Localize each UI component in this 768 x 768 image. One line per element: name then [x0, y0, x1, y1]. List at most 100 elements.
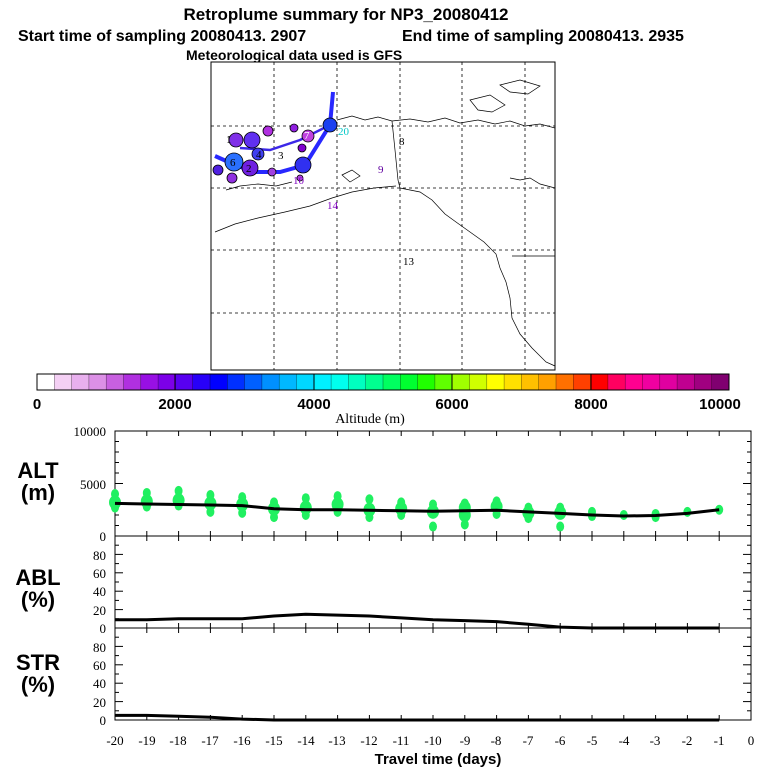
colorbar-tick-label: 4000	[297, 396, 330, 413]
plume-cluster-markers	[212, 117, 338, 184]
colorbar-cells	[37, 374, 730, 390]
x-tick-label: -19	[138, 733, 155, 748]
alt-scatter-point	[715, 504, 724, 515]
colorbar-cell	[244, 374, 263, 390]
alt-median-line	[114, 501, 720, 518]
colorbar-cell	[158, 374, 176, 390]
colorbar-cell	[175, 374, 193, 390]
cluster-marker	[294, 156, 312, 174]
colorbar: 0 2000 4000 6000 8000 10000 Altitude (m)	[33, 373, 741, 427]
cluster-marker	[296, 174, 304, 182]
str-ytick: 80	[93, 640, 106, 655]
x-tick-label: -15	[265, 733, 282, 748]
colorbar-cell	[227, 374, 245, 390]
cluster-marker	[228, 132, 244, 148]
colorbar-cell	[452, 374, 470, 390]
x-tick-label: -14	[297, 733, 315, 748]
series-lines	[114, 501, 720, 722]
abl-ytick: 40	[93, 584, 106, 599]
colorbar-cell	[88, 374, 107, 390]
x-tick-label: -4	[619, 733, 630, 748]
str-ytick: 0	[100, 713, 107, 728]
colorbar-cell	[607, 374, 626, 390]
map-label: 10	[293, 175, 305, 187]
x-tick-label: -11	[393, 733, 410, 748]
alt-label-line2: (m)	[21, 480, 55, 505]
alt-scatter-point	[331, 497, 344, 512]
map-label: 9	[378, 164, 384, 176]
cluster-marker	[251, 147, 265, 161]
colorbar-cell	[711, 374, 730, 390]
colorbar-cell	[400, 374, 418, 390]
colorbar-cell	[140, 374, 159, 390]
alt-scatter-points	[109, 485, 724, 532]
abl-ytick: 20	[93, 603, 106, 618]
start-time-label: Start time of sampling 20080413. 2907	[18, 28, 306, 45]
colorbar-cell	[434, 374, 453, 390]
coastlines	[214, 79, 556, 367]
colorbar-cell	[106, 374, 124, 390]
cluster-marker	[267, 167, 277, 177]
colorbar-cell	[383, 374, 401, 390]
cluster-marker	[226, 172, 238, 184]
colorbar-cell	[556, 374, 574, 390]
colorbar-cell	[521, 374, 539, 390]
alt-scatter-point	[204, 496, 217, 511]
colorbar-cell	[694, 374, 712, 390]
x-tick-label: -13	[328, 733, 345, 748]
colorbar-cell	[71, 374, 90, 390]
colorbar-cell	[417, 374, 436, 390]
cluster-marker	[289, 123, 299, 133]
panels	[114, 430, 752, 721]
abl-ytick: 0	[100, 621, 107, 636]
str-panel-frame	[114, 627, 752, 721]
x-tick-label: -2	[682, 733, 693, 748]
alt-label-line1: ALT	[17, 458, 59, 483]
colorbar-cell	[538, 374, 557, 390]
str-ytick: 40	[93, 676, 106, 691]
colorbar-cell	[348, 374, 366, 390]
map-label: 3	[278, 150, 284, 162]
abl-line	[115, 612, 720, 630]
alt-ytick: 10000	[74, 424, 107, 439]
colorbar-cell	[486, 374, 505, 390]
colorbar-cell	[504, 374, 522, 390]
colorbar-tick-label: 0	[33, 396, 41, 413]
alt-scatter-point	[301, 510, 310, 520]
abl-ytick: 80	[93, 548, 106, 563]
cluster-marker	[212, 164, 224, 176]
map-label: 2	[246, 163, 252, 175]
alt-scatter-point	[174, 485, 183, 496]
x-tick-label: -5	[587, 733, 598, 748]
str-label-line1: STR	[16, 650, 60, 675]
colorbar-cell	[590, 374, 609, 390]
str-line	[115, 713, 720, 722]
alt-scatter-point	[460, 519, 469, 530]
map-label: 13	[403, 256, 415, 268]
map-label: 7	[304, 130, 310, 142]
cluster-marker	[301, 129, 315, 143]
colorbar-cell	[677, 374, 695, 390]
alt-scatter-point	[270, 512, 278, 523]
panel-side-labels: ALT (m) ABL (%) STR (%)	[15, 458, 60, 697]
map-label: 20	[338, 126, 350, 138]
colorbar-ticks: 0 2000 4000 6000 8000 10000	[33, 396, 741, 413]
colorbar-tick-label: 8000	[574, 396, 607, 413]
colorbar-cell	[279, 374, 297, 390]
colorbar-axis-label: Altitude (m)	[335, 412, 405, 427]
alt-scatter-point	[524, 513, 533, 524]
cluster-marker	[224, 152, 244, 172]
alt-scatter-point	[651, 512, 660, 523]
str-ytick: 60	[93, 658, 106, 673]
abl-panel-frame	[114, 535, 752, 629]
colorbar-cell	[331, 374, 349, 390]
cluster-marker	[322, 117, 338, 133]
alt-scatter-point	[206, 506, 215, 517]
colorbar-tick-label: 2000	[158, 396, 191, 413]
map-frame	[210, 61, 556, 371]
str-ytick: 20	[93, 695, 106, 710]
map-label: 8	[399, 136, 405, 148]
colorbar-cell	[625, 374, 643, 390]
alt-scatter-point	[238, 507, 247, 518]
